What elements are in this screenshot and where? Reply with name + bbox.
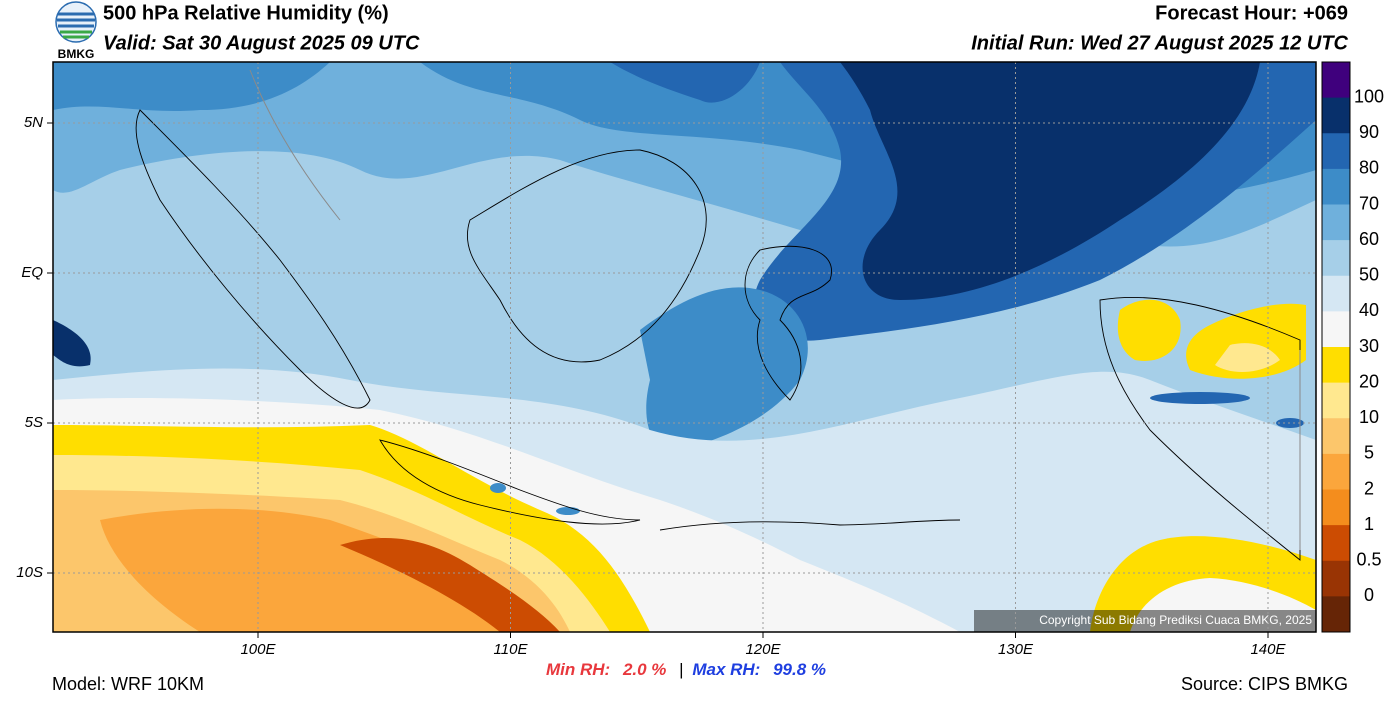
colorbar-segment bbox=[1322, 62, 1350, 99]
colorbar-label: 30 bbox=[1359, 336, 1379, 356]
colorbar-label: 40 bbox=[1359, 300, 1379, 320]
colorbar-label: 60 bbox=[1359, 229, 1379, 249]
model: Model: WRF 10KM bbox=[52, 674, 204, 694]
colorbar-label: 70 bbox=[1359, 193, 1379, 213]
axis-labels: 5N EQ 5S 10S 100E 110E 120E 130E 140E bbox=[16, 114, 1286, 658]
colorbar-segment bbox=[1322, 560, 1350, 597]
logo: BMKG bbox=[55, 1, 97, 61]
colorbar-segment bbox=[1322, 525, 1350, 562]
forecast-hour: Forecast Hour: +069 bbox=[1155, 2, 1348, 24]
colorbar-label: 100 bbox=[1354, 86, 1384, 106]
colorbar-label: 0.5 bbox=[1356, 550, 1381, 570]
colorbar-segment bbox=[1322, 453, 1350, 490]
colorbar-segment bbox=[1322, 418, 1350, 455]
min-value: 2.0 % bbox=[622, 660, 666, 679]
colorbar-label: 10 bbox=[1359, 407, 1379, 427]
colorbar-segment bbox=[1322, 240, 1350, 277]
colorbar-segment bbox=[1322, 168, 1350, 205]
max-label: Max RH: bbox=[692, 660, 760, 679]
colorbar-segment bbox=[1322, 275, 1350, 312]
lon-label: 110E bbox=[494, 641, 529, 658]
logo-text: BMKG bbox=[58, 47, 95, 61]
map-frame bbox=[52, 61, 1317, 633]
lat-label: 5S bbox=[25, 414, 43, 431]
colorbar-label: 1 bbox=[1364, 514, 1374, 534]
separator: | bbox=[679, 660, 683, 679]
colorbar-frame bbox=[1321, 61, 1351, 633]
min-label: Min RH: bbox=[546, 660, 610, 679]
lon-label: 140E bbox=[1250, 641, 1286, 658]
colorbar-label: 50 bbox=[1359, 265, 1379, 285]
lat-label: EQ bbox=[21, 264, 43, 281]
lon-label: 130E bbox=[998, 641, 1034, 658]
colorbar-segment bbox=[1322, 311, 1350, 348]
colorbar-segment bbox=[1322, 596, 1350, 633]
valid-time: Valid: Sat 30 August 2025 09 UTC bbox=[103, 32, 420, 54]
humidity-field: Copyright Sub Bidang Prediksi Cuaca BMKG… bbox=[53, 62, 1316, 632]
lon-label: 100E bbox=[240, 641, 276, 658]
min-max: Min RH: 2.0 % | Max RH: 99.8 % bbox=[546, 660, 826, 679]
copyright: Copyright Sub Bidang Prediksi Cuaca BMKG… bbox=[1039, 613, 1312, 627]
source: Source: CIPS BMKG bbox=[1181, 674, 1348, 694]
colorbar-label: 90 bbox=[1359, 122, 1379, 142]
colorbar-segment bbox=[1322, 204, 1350, 241]
initial-run: Initial Run: Wed 27 August 2025 12 UTC bbox=[971, 32, 1348, 54]
colorbar-segment bbox=[1322, 382, 1350, 419]
colorbar-segment bbox=[1322, 347, 1350, 384]
colorbar-label: 0 bbox=[1364, 585, 1374, 605]
lat-label: 5N bbox=[24, 114, 43, 131]
colorbar-segment bbox=[1322, 97, 1350, 134]
colorbar: 100 90 80 70 60 50 40 30 20 10 5 2 1 0.5 0 bbox=[1321, 61, 1384, 633]
title: 500 hPa Relative Humidity (%) bbox=[103, 2, 389, 24]
max-value: 99.8 % bbox=[773, 660, 826, 679]
colorbar-segment bbox=[1322, 489, 1350, 526]
colorbar-label: 2 bbox=[1364, 478, 1374, 498]
colorbar-label: 5 bbox=[1364, 443, 1374, 463]
lat-label: 10S bbox=[16, 564, 43, 581]
graticule bbox=[53, 62, 1316, 632]
lon-label: 120E bbox=[745, 641, 781, 658]
colorbar-label: 80 bbox=[1359, 158, 1379, 178]
colorbar-label: 20 bbox=[1359, 371, 1379, 391]
colorbar-segment bbox=[1322, 133, 1350, 170]
